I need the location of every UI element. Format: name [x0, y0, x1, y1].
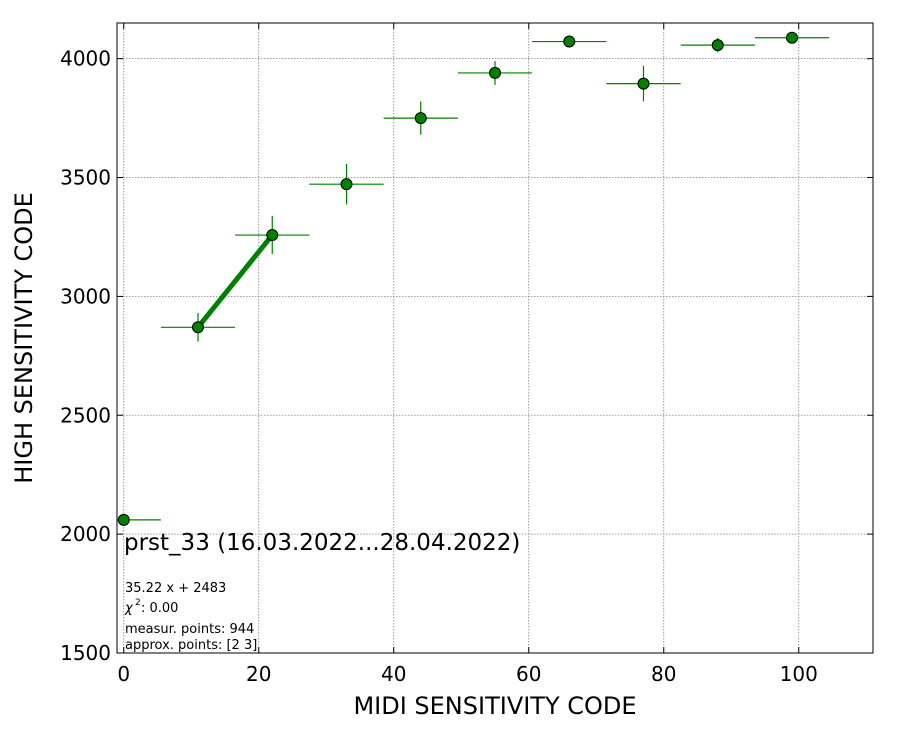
equation-annotation: 35.22 x + 2483 [125, 581, 226, 596]
data-point [786, 31, 798, 44]
x-tick-label: 0 [117, 662, 130, 686]
x-tick-label: 100 [780, 662, 818, 686]
x-axis-title: MIDI SENSITIVITY CODE [353, 692, 636, 720]
tick-labels: 0 20 40 60 80 100 1500 2000 2500 3000 3500 4000 [60, 47, 818, 686]
fit-line [196, 233, 275, 329]
fit-line-layer [196, 233, 275, 329]
data-point [340, 178, 353, 191]
x-tick-label: 20 [246, 662, 271, 686]
chi2-superscript: 2 [135, 598, 141, 608]
y-tick-label: 1500 [60, 641, 111, 665]
x-tick-label: 40 [381, 662, 406, 686]
caption-annotation: prst_33 (16.03.2022...28.04.2022) [124, 530, 520, 556]
data-point [489, 66, 501, 79]
data-point [711, 39, 724, 52]
data-point [414, 112, 427, 125]
annotation-block: prst_33 (16.03.2022...28.04.2022) 35.22 … [124, 530, 520, 653]
y-tick-label: 3500 [60, 166, 111, 190]
measur-points-annotation: measur. points: 944 [125, 622, 254, 637]
y-axis-title: HIGH SENSITIVITY CODE [10, 192, 38, 484]
y-tick-label: 2000 [60, 522, 111, 546]
x-tick-label: 60 [516, 662, 541, 686]
y-tick-label: 3000 [60, 284, 111, 308]
data-point [117, 513, 130, 526]
data-points [117, 31, 798, 526]
data-point [563, 35, 576, 48]
chi2-annotation: : 0.00 [141, 601, 178, 616]
x-tick-label: 80 [651, 662, 676, 686]
y-tick-label: 2500 [60, 403, 111, 427]
chi2-symbol: χ [124, 601, 134, 616]
plot-frame [116, 22, 874, 654]
approx-points-annotation: approx. points: [2 3] [125, 638, 257, 653]
data-point [192, 321, 204, 334]
grid-lines [117, 23, 873, 653]
data-point [266, 229, 279, 242]
data-point [637, 77, 650, 90]
y-tick-label: 4000 [60, 47, 111, 71]
